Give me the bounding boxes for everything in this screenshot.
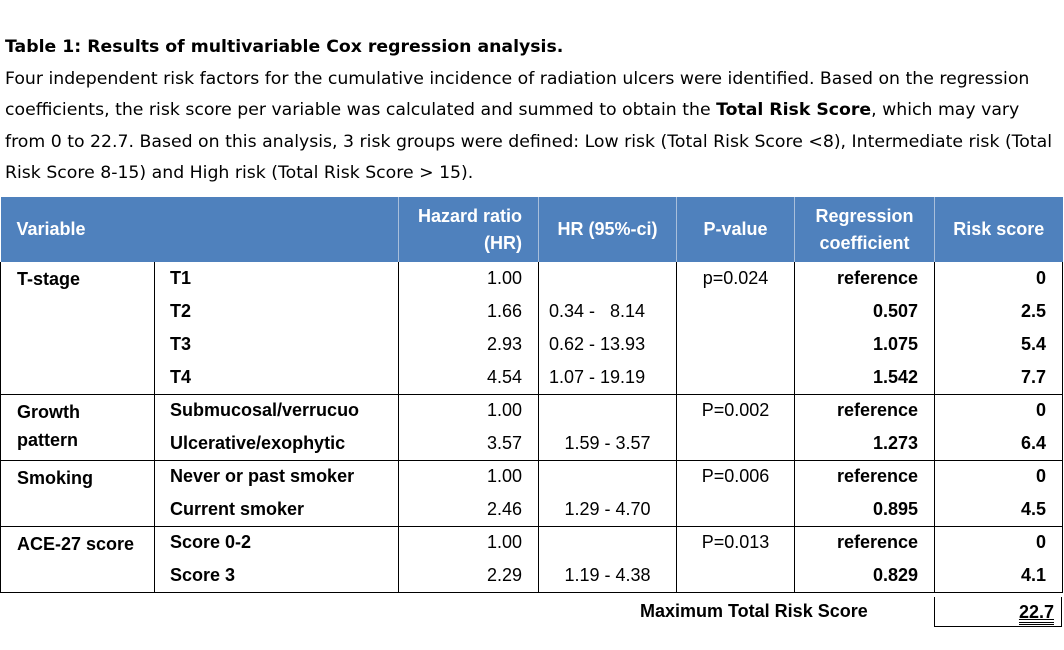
confidence-interval-cell: 0.34 - 8.14 bbox=[538, 295, 677, 328]
p-value-cell bbox=[676, 559, 795, 593]
table-description: Four independent risk factors for the cu… bbox=[5, 64, 1061, 190]
hazard-ratio-cell: 3.57 bbox=[398, 427, 539, 461]
confidence-interval-cell: 1.19 - 4.38 bbox=[538, 559, 677, 593]
variable-cell: Growth pattern bbox=[0, 394, 155, 461]
table-row: Ulcerative/exophytic 3.57 1.59 - 3.57 1.273… bbox=[1, 427, 1063, 461]
table-body: T-stage T1 1.00 p=0.024 reference 0 T2 1.66 0.34… bbox=[0, 262, 1063, 593]
p-value-cell bbox=[676, 427, 795, 461]
header-hazard-ratio: Hazard ratio (HR) bbox=[398, 197, 539, 262]
level-cell: T4 bbox=[154, 361, 399, 395]
level-cell: Submucosal/verrucuo bbox=[154, 394, 399, 427]
regression-coefficient-cell: 1.075 bbox=[794, 328, 935, 361]
table-row: Smoking Never or past smoker 1.00 P=0.006 re… bbox=[0, 460, 1063, 527]
p-value-cell: p=0.024 bbox=[676, 262, 795, 295]
regression-coefficient-cell: reference bbox=[794, 526, 935, 559]
confidence-interval-cell bbox=[538, 460, 677, 493]
risk-score-cell: 4.5 bbox=[934, 493, 1063, 527]
confidence-interval-cell: 1.59 - 3.57 bbox=[538, 427, 677, 461]
cox-regression-table: Variable Hazard ratio (HR) HR (95%-ci) P… bbox=[0, 197, 1063, 593]
level-cell: Score 0-2 bbox=[154, 526, 399, 559]
risk-score-cell: 4.1 bbox=[934, 559, 1063, 593]
confidence-interval-cell bbox=[538, 262, 677, 295]
hazard-ratio-cell: 1.00 bbox=[398, 460, 539, 493]
risk-score-cell: 0 bbox=[934, 460, 1063, 493]
total-risk-label: Maximum Total Risk Score bbox=[640, 601, 868, 621]
confidence-interval-cell: 1.29 - 4.70 bbox=[538, 493, 677, 527]
hazard-ratio-cell: 2.29 bbox=[398, 559, 539, 593]
hazard-ratio-cell: 2.46 bbox=[398, 493, 539, 527]
confidence-interval-cell: 0.62 - 13.93 bbox=[538, 328, 677, 361]
hazard-ratio-cell: 2.93 bbox=[398, 328, 539, 361]
header-variable: Variable bbox=[0, 197, 399, 262]
regression-coefficient-cell: reference bbox=[794, 460, 935, 493]
hazard-ratio-cell: 1.66 bbox=[398, 295, 539, 328]
risk-score-cell: 6.4 bbox=[934, 427, 1063, 461]
description-bold-term: Total Risk Score bbox=[716, 100, 872, 120]
table-row: T2 1.66 0.34 - 8.14 0.507 2.5 bbox=[1, 295, 1063, 328]
risk-score-cell: 2.5 bbox=[934, 295, 1063, 328]
p-value-cell: P=0.002 bbox=[676, 394, 795, 427]
table-title: Table 1: Results of multivariable Cox re… bbox=[5, 37, 564, 57]
level-cell: Current smoker bbox=[154, 493, 399, 527]
table-row: T4 4.54 1.07 - 19.19 1.542 7.7 bbox=[1, 361, 1063, 395]
regression-coefficient-cell: reference bbox=[794, 262, 935, 295]
variable-cell: ACE-27 score bbox=[0, 526, 155, 593]
header-risk-score: Risk score bbox=[934, 197, 1063, 262]
level-cell: T2 bbox=[154, 295, 399, 328]
regression-coefficient-cell: 0.829 bbox=[794, 559, 935, 593]
level-cell: T1 bbox=[154, 262, 399, 295]
description-text-2: , which may vary from 0 to 22.7. Based o… bbox=[5, 100, 1053, 183]
confidence-interval-cell: 1.07 - 19.19 bbox=[538, 361, 677, 395]
regression-coefficient-cell: reference bbox=[794, 394, 935, 427]
level-cell: T3 bbox=[154, 328, 399, 361]
hazard-ratio-cell: 1.00 bbox=[398, 262, 539, 295]
confidence-interval-cell bbox=[538, 394, 677, 427]
risk-score-cell: 5.4 bbox=[934, 328, 1063, 361]
header-regression-coefficient: Regression coefficient bbox=[794, 197, 935, 262]
table-row: T-stage T1 1.00 p=0.024 reference 0 bbox=[0, 262, 1063, 395]
p-value-cell: P=0.006 bbox=[676, 460, 795, 493]
table-caption: Table 1: Results of multivariable Cox re… bbox=[5, 32, 1061, 190]
confidence-interval-cell bbox=[538, 526, 677, 559]
header-hr-ci: HR (95%-ci) bbox=[538, 197, 677, 262]
p-value-cell: P=0.013 bbox=[676, 526, 795, 559]
level-cell: Score 3 bbox=[154, 559, 399, 593]
p-value-cell bbox=[676, 328, 795, 361]
regression-coefficient-cell: 0.895 bbox=[794, 493, 935, 527]
p-value-cell bbox=[676, 295, 795, 328]
header-row: Variable Hazard ratio (HR) HR (95%-ci) P… bbox=[0, 197, 1063, 262]
variable-cell: Smoking bbox=[0, 460, 155, 527]
description-text-1: Four independent risk factors for the cu… bbox=[5, 68, 1030, 121]
variable-cell: T-stage bbox=[0, 262, 155, 395]
hazard-ratio-cell: 1.00 bbox=[398, 526, 539, 559]
level-cell: Never or past smoker bbox=[154, 460, 399, 493]
total-risk-value: 22.7 bbox=[934, 597, 1062, 627]
risk-score-cell: 7.7 bbox=[934, 361, 1063, 395]
header-p-value: P-value bbox=[676, 197, 795, 262]
regression-coefficient-cell: 1.273 bbox=[794, 427, 935, 461]
table-row: Score 3 2.29 1.19 - 4.38 0.829 4.1 bbox=[1, 559, 1063, 593]
table-row: ACE-27 score Score 0-2 1.00 P=0.013 referenc… bbox=[0, 526, 1063, 593]
hazard-ratio-cell: 1.00 bbox=[398, 394, 539, 427]
total-risk-number: 22.7 bbox=[1018, 602, 1054, 625]
table-row: T3 2.93 0.62 - 13.93 1.075 5.4 bbox=[1, 328, 1063, 361]
risk-score-cell: 0 bbox=[934, 262, 1063, 295]
table-row: Current smoker 2.46 1.29 - 4.70 0.895 4.5 bbox=[1, 493, 1063, 527]
p-value-cell bbox=[676, 493, 795, 527]
level-cell: Ulcerative/exophytic bbox=[154, 427, 399, 461]
regression-coefficient-cell: 1.542 bbox=[794, 361, 935, 395]
regression-coefficient-cell: 0.507 bbox=[794, 295, 935, 328]
hazard-ratio-cell: 4.54 bbox=[398, 361, 539, 395]
table-row: Growth pattern Submucosal/verrucuo 1.00 P=0… bbox=[0, 394, 1063, 461]
risk-score-cell: 0 bbox=[934, 526, 1063, 559]
risk-score-cell: 0 bbox=[934, 394, 1063, 427]
p-value-cell bbox=[676, 361, 795, 395]
